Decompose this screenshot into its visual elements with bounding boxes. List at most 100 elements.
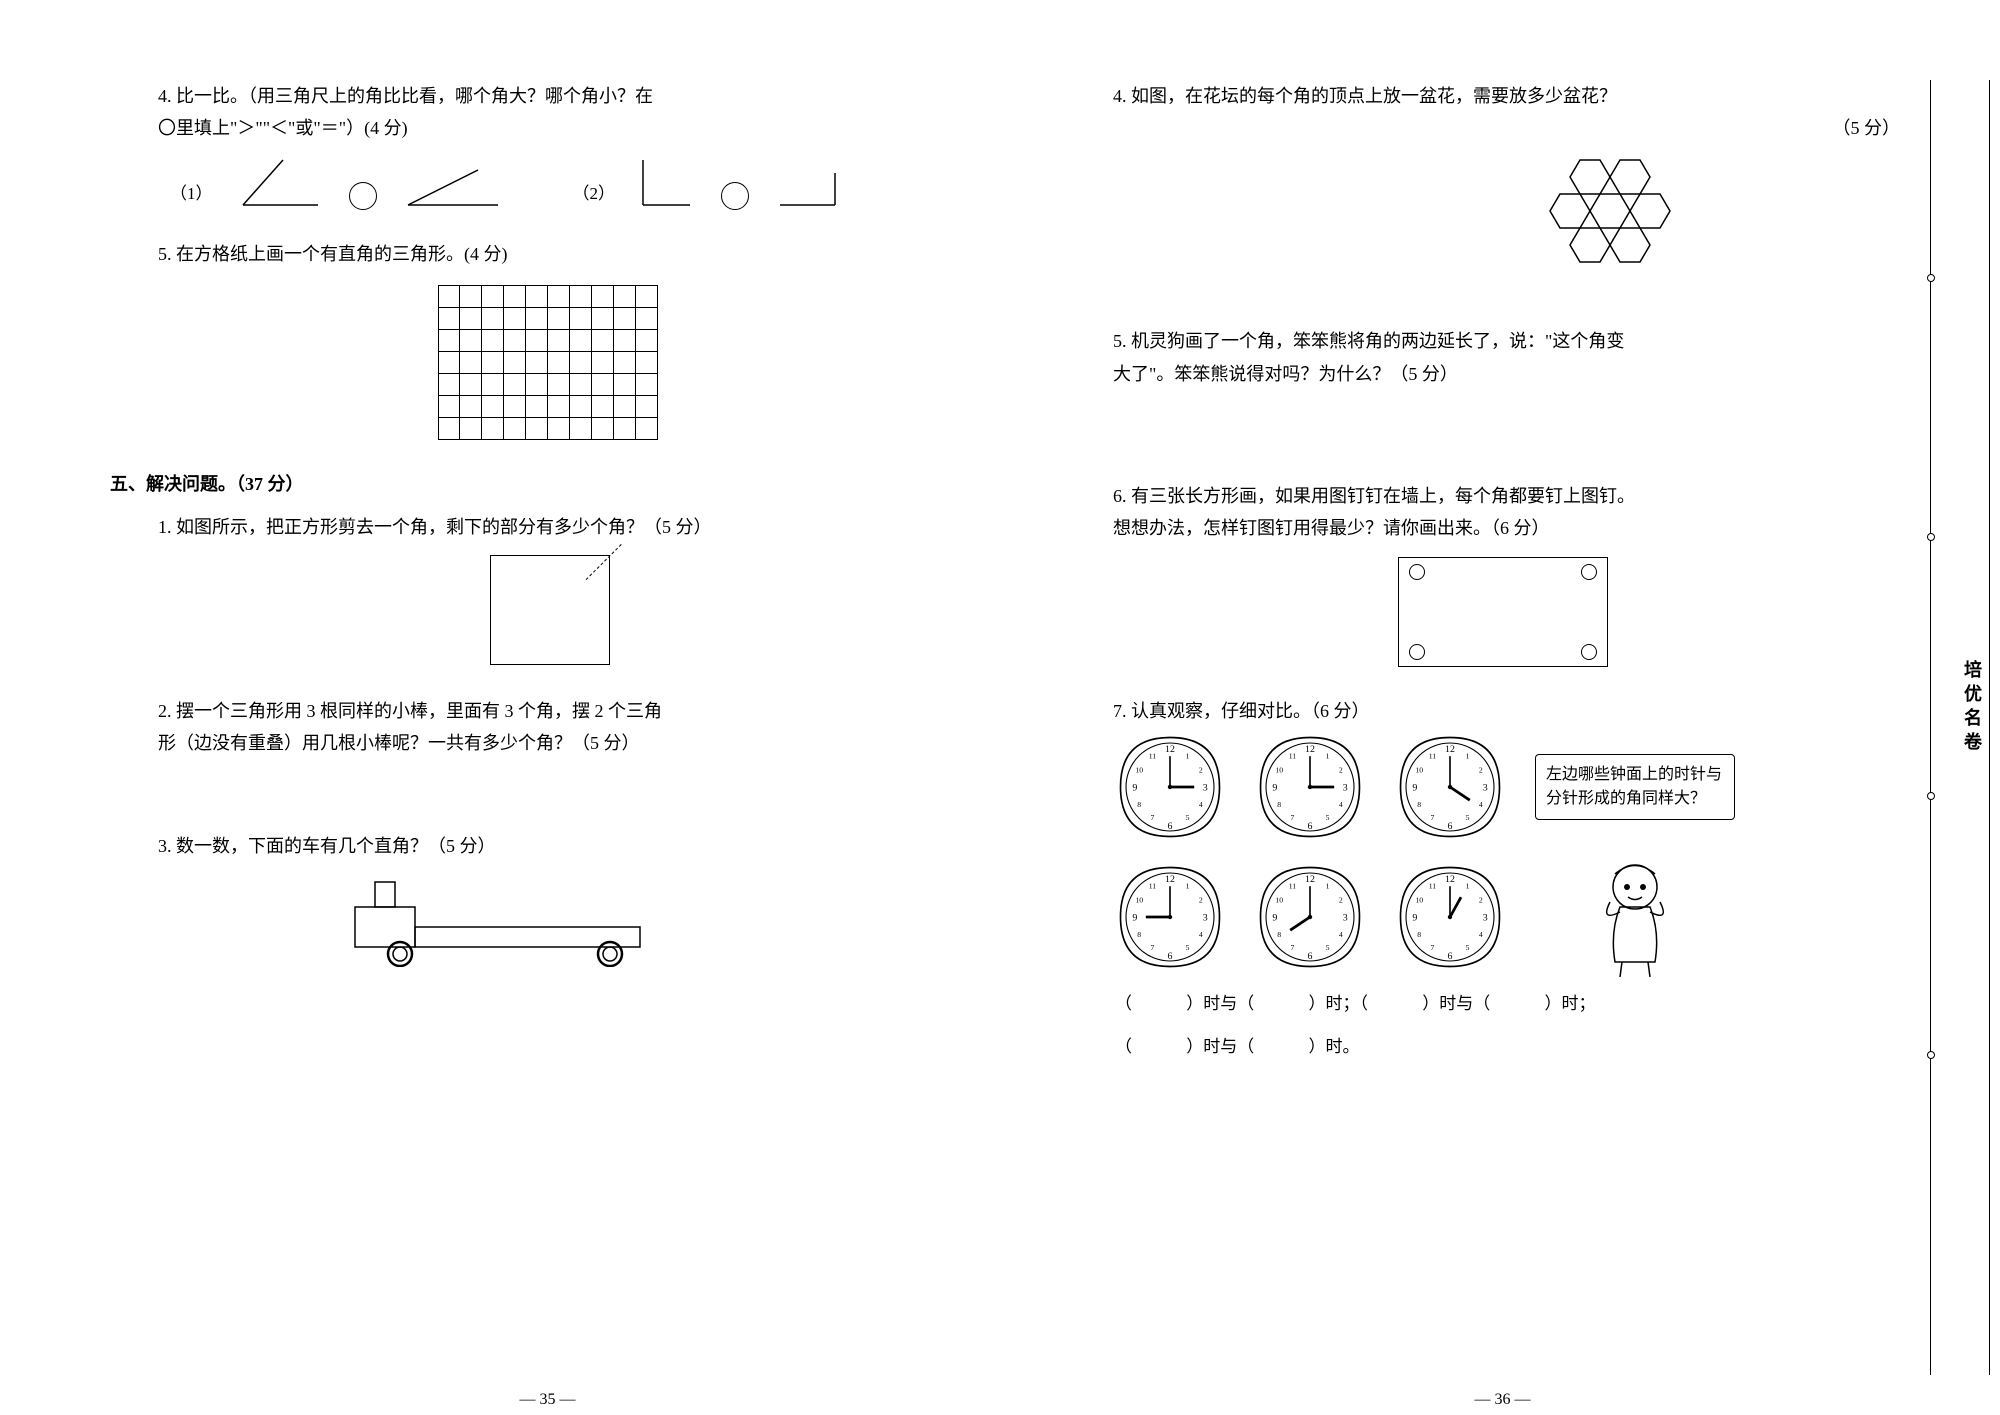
section5-title: 五、解决问题。（37 分） — [110, 468, 985, 500]
svg-text:2: 2 — [1199, 766, 1203, 775]
svg-text:12: 12 — [1305, 744, 1315, 755]
txt: （ — [1115, 1037, 1132, 1056]
sq1-num: 1. — [158, 517, 172, 537]
sq3-text: 3. 数一数，下面的车有几个直角？（5 分） — [158, 830, 985, 862]
sq2-text: 2. 摆一个三角形用 3 根同样的小棒，里面有 3 个角，摆 2 个三角 — [158, 695, 985, 727]
svg-text:8: 8 — [1417, 930, 1421, 939]
svg-text:1: 1 — [1466, 882, 1470, 891]
svg-text:11: 11 — [1149, 752, 1157, 761]
section5-q1: 1. 如图所示，把正方形剪去一个角，剩下的部分有多少个角？（5 分） — [110, 511, 985, 665]
txt: ）时； — [1545, 994, 1596, 1013]
svg-text:7: 7 — [1430, 813, 1434, 822]
svg-text:9: 9 — [1272, 912, 1277, 923]
svg-text:11: 11 — [1289, 882, 1297, 891]
margin-dot-icon — [1927, 792, 1935, 800]
svg-text:10: 10 — [1415, 896, 1423, 905]
angle-2b-icon — [775, 155, 845, 210]
svg-text:6: 6 — [1308, 821, 1313, 832]
svg-text:4: 4 — [1199, 800, 1203, 809]
q4-text: 4. 比一比。（用三角尺上的角比比看，哪个角大？哪个角小？在 — [158, 80, 985, 112]
svg-text:1: 1 — [1186, 752, 1190, 761]
q5-num: 5. — [158, 244, 172, 264]
svg-text:1: 1 — [1466, 752, 1470, 761]
clock-icon: 12 3 6 9 1 2 4 5 7 8 10 11 — [1255, 732, 1365, 842]
svg-text:8: 8 — [1137, 930, 1141, 939]
clock-icon: 12 3 6 9 1 2 4 5 7 8 10 11 — [1255, 862, 1365, 972]
rq6-line1: 有三张长方形画，如果用图钉钉在墙上，每个角都要钉上图钉。 — [1131, 486, 1635, 506]
svg-text:3: 3 — [1483, 912, 1488, 923]
svg-text:10: 10 — [1135, 766, 1143, 775]
svg-text:9: 9 — [1412, 912, 1417, 923]
sq1-line: 如图所示，把正方形剪去一个角，剩下的部分有多少个角？（5 分） — [176, 517, 712, 537]
rq7-line: 认真观察，仔细对比。（6 分） — [1131, 701, 1370, 721]
angle-1b-icon — [403, 165, 503, 210]
margin-label: 培优名卷 — [1956, 660, 1988, 756]
sq1-text: 1. 如图所示，把正方形剪去一个角，剩下的部分有多少个角？（5 分） — [158, 511, 985, 543]
txt: ）时与（ — [1422, 994, 1490, 1013]
svg-text:1: 1 — [1326, 882, 1330, 891]
answer-line-2: （ ）时与（ ）时。 — [1115, 1032, 1940, 1063]
svg-text:7: 7 — [1290, 943, 1294, 952]
txt: （ — [1115, 994, 1132, 1013]
svg-text:6: 6 — [1448, 951, 1453, 962]
svg-text:12: 12 — [1305, 874, 1315, 885]
sq3-num: 3. — [158, 836, 172, 856]
svg-text:2: 2 — [1199, 896, 1203, 905]
rq5-text: 5. 机灵狗画了一个角，笨笨熊将角的两边延长了，说："这个角变 — [1113, 325, 1940, 357]
angle-compare-1: （1） （2） — [170, 155, 985, 210]
clock-icon: 12 3 6 9 1 2 4 5 7 8 10 11 — [1395, 732, 1505, 842]
blank-circle-2[interactable] — [721, 182, 749, 210]
svg-text:4: 4 — [1339, 800, 1343, 809]
txt: ）时与（ — [1186, 994, 1254, 1013]
rq6-num: 6. — [1113, 486, 1127, 506]
blank-circle-1[interactable] — [349, 182, 377, 210]
sq3-line: 数一数，下面的车有几个直角？（5 分） — [176, 836, 496, 856]
section5-q2: 2. 摆一个三角形用 3 根同样的小棒，里面有 3 个角，摆 2 个三角 形（边… — [110, 695, 985, 760]
svg-text:4: 4 — [1479, 800, 1483, 809]
svg-text:12: 12 — [1165, 874, 1175, 885]
svg-text:7: 7 — [1150, 813, 1154, 822]
svg-text:2: 2 — [1479, 896, 1483, 905]
svg-text:4: 4 — [1339, 930, 1343, 939]
truck-figure — [340, 872, 985, 977]
svg-text:8: 8 — [1137, 800, 1141, 809]
svg-text:5: 5 — [1326, 813, 1330, 822]
svg-text:10: 10 — [1135, 896, 1143, 905]
rq5-line1: 机灵狗画了一个角，笨笨熊将角的两边延长了，说："这个角变 — [1131, 331, 1624, 351]
left-page-number: — 35 — — [520, 1386, 576, 1415]
rq6-line2: 想想办法，怎样钉图钉用得最少？请你画出来。（6 分） — [1113, 512, 1940, 544]
square-cut-figure — [490, 555, 610, 665]
svg-text:2: 2 — [1479, 766, 1483, 775]
rq5-line2: 大了"。笨笨熊说得对吗？为什么？（5 分） — [1113, 358, 1940, 390]
sub2-label: （2） — [573, 179, 616, 210]
grid-paper[interactable] — [438, 285, 658, 440]
sq2-line1: 摆一个三角形用 3 根同样的小棒，里面有 3 个角，摆 2 个三角 — [176, 701, 662, 721]
left-q5: 5. 在方格纸上画一个有直角的三角形。(4 分) — [110, 238, 985, 440]
txt: ）时；（ — [1309, 994, 1369, 1013]
svg-text:8: 8 — [1417, 800, 1421, 809]
clock-icon: 12 3 6 9 1 2 4 5 7 8 10 11 — [1395, 862, 1505, 972]
sq2-line2: 形（边没有重叠）用几根小棒呢？一共有多少个角？（5 分） — [158, 727, 985, 759]
nail-icon — [1581, 564, 1597, 580]
svg-text:10: 10 — [1275, 766, 1283, 775]
left-page: 4. 比一比。（用三角尺上的角比比看，哪个角大？哪个角小？在 〇里填上"＞""＜… — [110, 80, 985, 1375]
right-q7: 7. 认真观察，仔细对比。（6 分） 12 3 6 9 1 2 4 — [1065, 695, 1940, 1063]
svg-text:1: 1 — [1326, 752, 1330, 761]
svg-text:6: 6 — [1448, 821, 1453, 832]
q4-num: 4. — [158, 86, 172, 106]
answer-line-1: （ ）时与（ ）时；（ ）时与（ ）时； — [1115, 989, 1940, 1020]
svg-text:8: 8 — [1277, 930, 1281, 939]
svg-text:9: 9 — [1132, 782, 1137, 793]
rq7-text: 7. 认真观察，仔细对比。（6 分） — [1113, 695, 1940, 727]
svg-text:12: 12 — [1165, 744, 1175, 755]
margin-dot-icon — [1927, 274, 1935, 282]
sq2-num: 2. — [158, 701, 172, 721]
section5-q3: 3. 数一数，下面的车有几个直角？（5 分） — [110, 830, 985, 978]
svg-text:2: 2 — [1339, 896, 1343, 905]
svg-text:2: 2 — [1339, 766, 1343, 775]
q4-line1: 比一比。（用三角尺上的角比比看，哪个角大？哪个角小？在 — [176, 86, 653, 106]
svg-text:1: 1 — [1186, 882, 1190, 891]
svg-text:6: 6 — [1308, 951, 1313, 962]
svg-text:7: 7 — [1150, 943, 1154, 952]
sub1-label: （1） — [170, 179, 213, 210]
